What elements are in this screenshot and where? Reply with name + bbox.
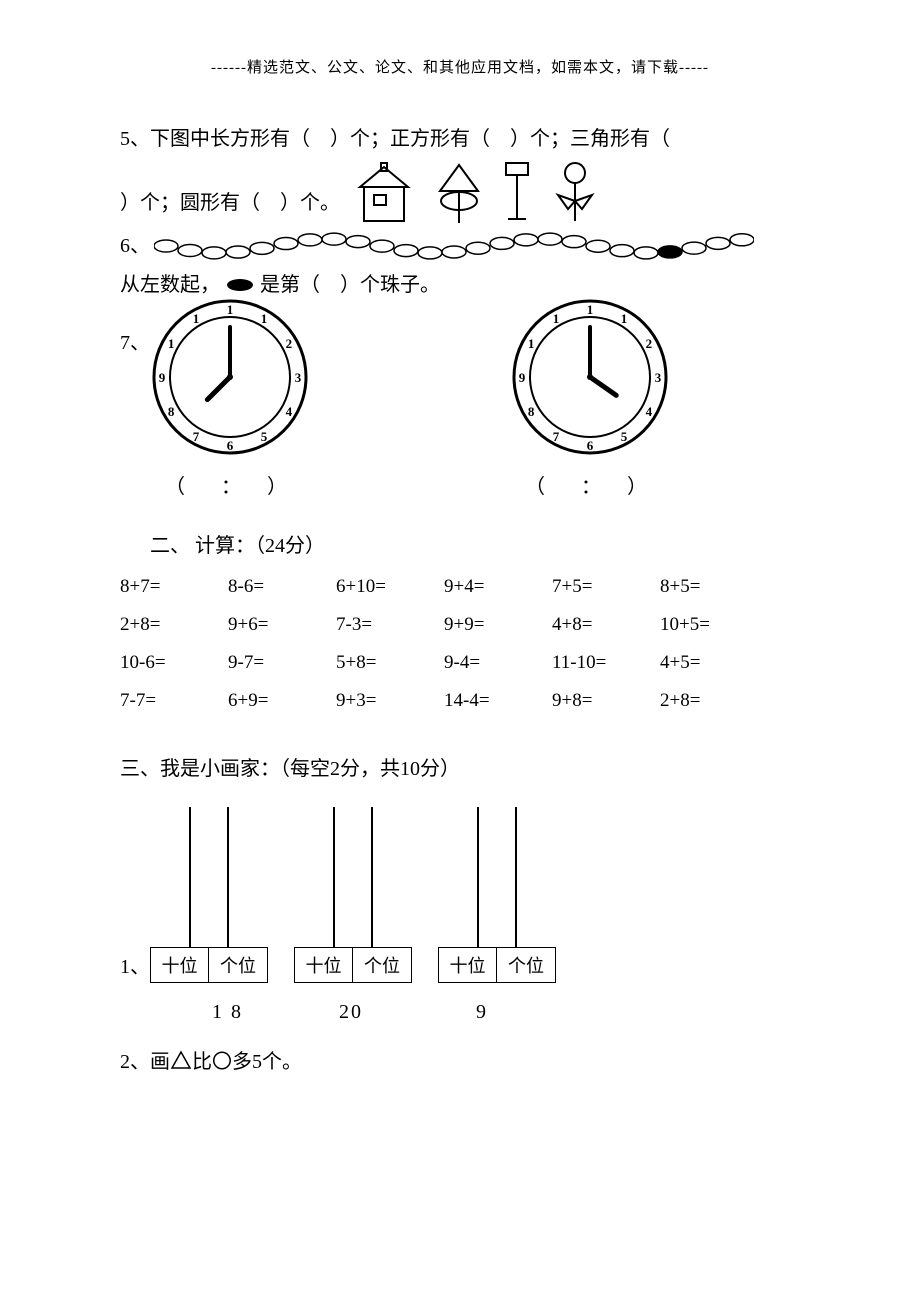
tens-label: 十位 (295, 948, 353, 982)
abacus-numbers: 1 8 20 9 (120, 1001, 800, 1024)
question-5: 5、下图中长方形有（ ）个；正方形有（ ）个；三角形有（ ）个；圆形有（ ）个。 (120, 117, 800, 225)
q5-text2: ）个；圆形有（ ）个。 (120, 181, 340, 225)
calc-cell: 8+7= (120, 576, 228, 598)
q5-shapes (352, 161, 600, 225)
ones-label: 个位 (209, 948, 267, 982)
q3-2-text-b: 比〇多5个。 (192, 1051, 302, 1073)
q7-prefix: 7、 (120, 331, 150, 355)
calc-cell: 6+10= (336, 576, 444, 598)
abacus: 十位个位 (438, 807, 556, 983)
svg-text:1: 1 (193, 311, 200, 326)
q5-text1: 下图中长方形有（ ）个；正方形有（ ）个；三角形有（ (150, 128, 670, 150)
calc-cell: 10+5= (660, 614, 768, 636)
triangle-icon (170, 1050, 192, 1070)
ones-label: 个位 (497, 948, 555, 982)
clock-2: 1 2 3 4 5 6 7 8 9 1 1 1 （ ： ） (510, 297, 670, 499)
svg-text:1: 1 (261, 311, 268, 326)
section-3-title: 三、我是小画家：（每空2分，共10分） (120, 752, 800, 781)
svg-text:1: 1 (553, 311, 560, 326)
calc-cell: 9+3= (336, 690, 444, 712)
clock-1-caption: （ ： ） (150, 470, 310, 499)
abacus-num-3: 9 (476, 1001, 596, 1024)
svg-text:2: 2 (646, 336, 653, 351)
calc-cell: 4+8= (552, 614, 660, 636)
abacus-row: 十位个位十位个位十位个位 (150, 807, 556, 983)
calc-cell: 9-4= (444, 652, 552, 674)
bead-chain (154, 231, 754, 261)
calc-cell: 7+5= (552, 576, 660, 598)
svg-text:8: 8 (528, 404, 535, 419)
tens-label: 十位 (151, 948, 209, 982)
tens-label: 十位 (439, 948, 497, 982)
calc-cell: 14-4= (444, 690, 552, 712)
svg-text:2: 2 (286, 336, 293, 351)
question-7: 7、 123456789111 （ ： ） 123456789111 （ ： ） (120, 307, 800, 499)
svg-text:3: 3 (655, 370, 662, 385)
svg-text:9: 9 (159, 370, 166, 385)
q3-2-prefix: 2、 (120, 1051, 150, 1073)
q5-prefix: 5、 (120, 128, 150, 150)
calc-cell: 5+8= (336, 652, 444, 674)
q6-prefix: 6、 (120, 236, 150, 256)
calc-cell: 8-6= (228, 576, 336, 598)
calc-grid: 8+7=8-6=6+10=9+4=7+5=8+5=2+8=9+6=7-3=9+9… (120, 576, 800, 712)
section-2-title: 二、 计算：（24分） (150, 529, 800, 558)
abacus-num-2: 20 (339, 1001, 469, 1024)
q5-line1: 5、下图中长方形有（ ）个；正方形有（ ）个；三角形有（ (120, 117, 800, 161)
calc-cell: 7-3= (336, 614, 444, 636)
svg-text:1: 1 (621, 311, 628, 326)
abacus: 十位个位 (294, 807, 412, 983)
svg-text:6: 6 (227, 438, 234, 453)
svg-text:7: 7 (193, 429, 200, 444)
calc-cell: 6+9= (228, 690, 336, 712)
svg-text:5: 5 (621, 429, 628, 444)
calc-cell: 10-6= (120, 652, 228, 674)
svg-text:1: 1 (528, 336, 535, 351)
svg-text:3: 3 (295, 370, 302, 385)
clock-2-svg: 1 2 3 4 5 6 7 8 9 1 1 1 (510, 297, 670, 457)
calc-cell: 7-7= (120, 690, 228, 712)
svg-text:4: 4 (646, 404, 653, 419)
q3-2: 2、画比〇多5个。 (120, 1040, 800, 1084)
svg-text:8: 8 (168, 404, 175, 419)
svg-text:1: 1 (227, 302, 234, 317)
calc-cell: 9+6= (228, 614, 336, 636)
calc-cell: 2+8= (120, 614, 228, 636)
abacus: 十位个位 (150, 807, 268, 983)
clock-1-svg: 1 2 3 4 5 6 7 8 9 1 1 1 (150, 297, 310, 457)
calc-cell: 8+5= (660, 576, 768, 598)
q6-line2-a: 从左数起， (120, 274, 220, 296)
clock-2-caption: （ ： ） (510, 470, 670, 499)
calc-cell: 9+9= (444, 614, 552, 636)
q6-line2-b: 是第（ ）个珠子。 (260, 274, 440, 296)
page-header: ------精选范文、公文、论文、和其他应用文档，如需本文，请下载----- (120, 56, 800, 77)
house-icon (352, 161, 416, 225)
clock-1: 1 2 3 4 5 6 7 8 9 1 1 1 （ ： ） (150, 297, 310, 499)
filled-bead-icon (225, 278, 255, 292)
calc-cell: 9-7= (228, 652, 336, 674)
question-6: 6、 从左数起， 是第（ ）个珠子。 (120, 231, 800, 307)
svg-text:4: 4 (286, 404, 293, 419)
calc-cell: 9+4= (444, 576, 552, 598)
ones-label: 个位 (353, 948, 411, 982)
svg-text:9: 9 (519, 370, 526, 385)
tree-icon (434, 161, 484, 225)
svg-text:7: 7 (553, 429, 560, 444)
calc-cell: 2+8= (660, 690, 768, 712)
abacus-num-1: 1 8 (212, 1001, 332, 1024)
svg-text:5: 5 (261, 429, 268, 444)
calc-cell: 9+8= (552, 690, 660, 712)
sign-icon (502, 161, 532, 225)
flower-icon (550, 161, 600, 225)
svg-text:1: 1 (587, 302, 594, 317)
svg-text:1: 1 (168, 336, 175, 351)
calc-cell: 4+5= (660, 652, 768, 674)
q3-2-text-a: 画 (150, 1051, 170, 1073)
svg-text:6: 6 (587, 438, 594, 453)
calc-cell: 11-10= (552, 652, 660, 674)
q3-1-prefix: 1、 (120, 957, 150, 977)
